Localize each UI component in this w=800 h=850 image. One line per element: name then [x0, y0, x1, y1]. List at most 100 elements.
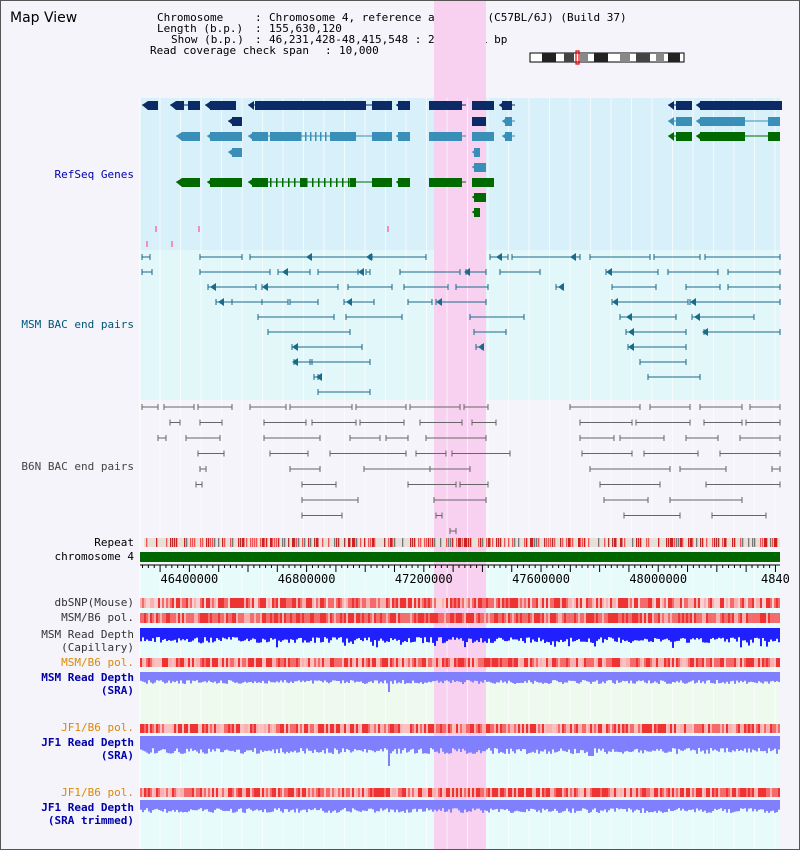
repeat-element — [266, 538, 268, 547]
pol-bin — [554, 598, 556, 608]
depth-bar — [354, 672, 356, 683]
gene-exon-tick — [305, 132, 307, 141]
gene-exon — [505, 117, 512, 126]
pol-bin — [198, 724, 200, 733]
pol-bin — [250, 724, 252, 733]
b6n-bac-track[interactable] — [141, 404, 781, 534]
pol-bin — [536, 788, 538, 797]
depth-bar — [278, 800, 280, 809]
quantitative-tracks[interactable] — [140, 598, 780, 813]
depth-bar — [750, 736, 752, 753]
pol-bin — [686, 658, 688, 667]
depth-bar — [646, 628, 648, 640]
depth-bar — [164, 628, 166, 639]
pol-bin — [632, 788, 634, 797]
pol-bin — [722, 613, 724, 623]
depth-bar — [486, 628, 488, 643]
pol-bin — [358, 724, 360, 733]
pol-bin — [340, 724, 342, 733]
pol-bin — [176, 598, 178, 608]
depth-bar — [698, 736, 700, 749]
coverage-value: 10,000 — [339, 44, 379, 57]
pol-bin — [328, 658, 330, 667]
pol-bin — [418, 613, 420, 623]
depth-bar — [614, 628, 616, 642]
depth-bar — [368, 628, 370, 638]
msm-bac-end-arrow — [612, 298, 618, 306]
pol-bin — [384, 598, 386, 608]
depth-bar — [234, 628, 236, 638]
pol-bin — [348, 598, 350, 608]
pol-bin — [648, 788, 650, 797]
msm-read-depth-cap-label: MSM Read Depth — [41, 628, 134, 641]
gene-arrow — [472, 178, 478, 187]
pol-bin — [236, 724, 238, 733]
pol-bin — [430, 724, 432, 733]
pol-bin — [360, 788, 362, 797]
refseq-genes-track[interactable] — [142, 101, 782, 247]
pol-bin — [700, 613, 702, 623]
depth-bar — [326, 800, 328, 813]
pol-bin — [510, 658, 512, 667]
depth-bar — [410, 736, 412, 750]
pol-bin — [274, 613, 276, 623]
repeat-element — [754, 538, 756, 547]
depth-bar — [656, 672, 658, 683]
pol-bin — [184, 613, 186, 623]
pol-bin — [338, 613, 340, 623]
pol-bin — [602, 613, 604, 623]
pol-bin — [586, 658, 588, 667]
pol-bin — [458, 788, 460, 797]
chromosome-ideogram[interactable] — [528, 50, 688, 66]
pol-bin — [424, 613, 426, 623]
depth-bar — [632, 672, 634, 684]
depth-bar — [776, 672, 778, 682]
gene-exon-tick — [270, 132, 272, 141]
pol-bin — [680, 613, 682, 623]
pol-bin — [288, 598, 290, 608]
repeat-element — [548, 538, 550, 547]
pol-bin — [348, 724, 350, 733]
depth-bar — [730, 628, 732, 638]
pol-bin — [572, 598, 574, 608]
pol-bin — [202, 788, 204, 797]
depth-bar — [306, 672, 308, 681]
depth-bar — [372, 736, 374, 751]
pol-bin — [620, 658, 622, 667]
depth-bar — [264, 672, 266, 684]
chromosome-bar-track[interactable] — [140, 552, 780, 562]
depth-bar — [306, 736, 308, 749]
pol-bin — [320, 788, 322, 797]
refseq-gene — [472, 208, 480, 217]
msm-bac-track[interactable] — [141, 253, 781, 395]
pol-bin — [664, 658, 666, 667]
pol-bin — [560, 598, 562, 608]
pol-bin — [506, 613, 508, 623]
pol-bin — [552, 598, 554, 608]
pol-bin — [730, 788, 732, 797]
depth-bar — [516, 736, 518, 750]
depth-bar — [382, 672, 384, 684]
repeat-element — [426, 538, 428, 547]
pol-bin — [776, 788, 778, 797]
depth-bar — [410, 800, 412, 813]
pol-bin — [656, 598, 658, 608]
depth-bar — [202, 628, 204, 643]
pol-bin — [162, 724, 164, 733]
depth-bar — [352, 736, 354, 752]
depth-bar — [146, 628, 148, 640]
depth-bar — [672, 672, 674, 682]
pol-bin — [494, 658, 496, 667]
pol-bin — [340, 658, 342, 667]
pol-bin — [182, 613, 184, 623]
depth-bar — [282, 800, 284, 813]
repeat-track[interactable] — [144, 538, 780, 547]
pol-bin — [286, 658, 288, 667]
depth-bar — [172, 800, 174, 810]
depth-bar — [244, 628, 246, 641]
pol-bin — [412, 613, 414, 623]
gene-exon — [398, 101, 410, 110]
pol-bin — [370, 658, 372, 667]
pol-bin — [718, 788, 720, 797]
